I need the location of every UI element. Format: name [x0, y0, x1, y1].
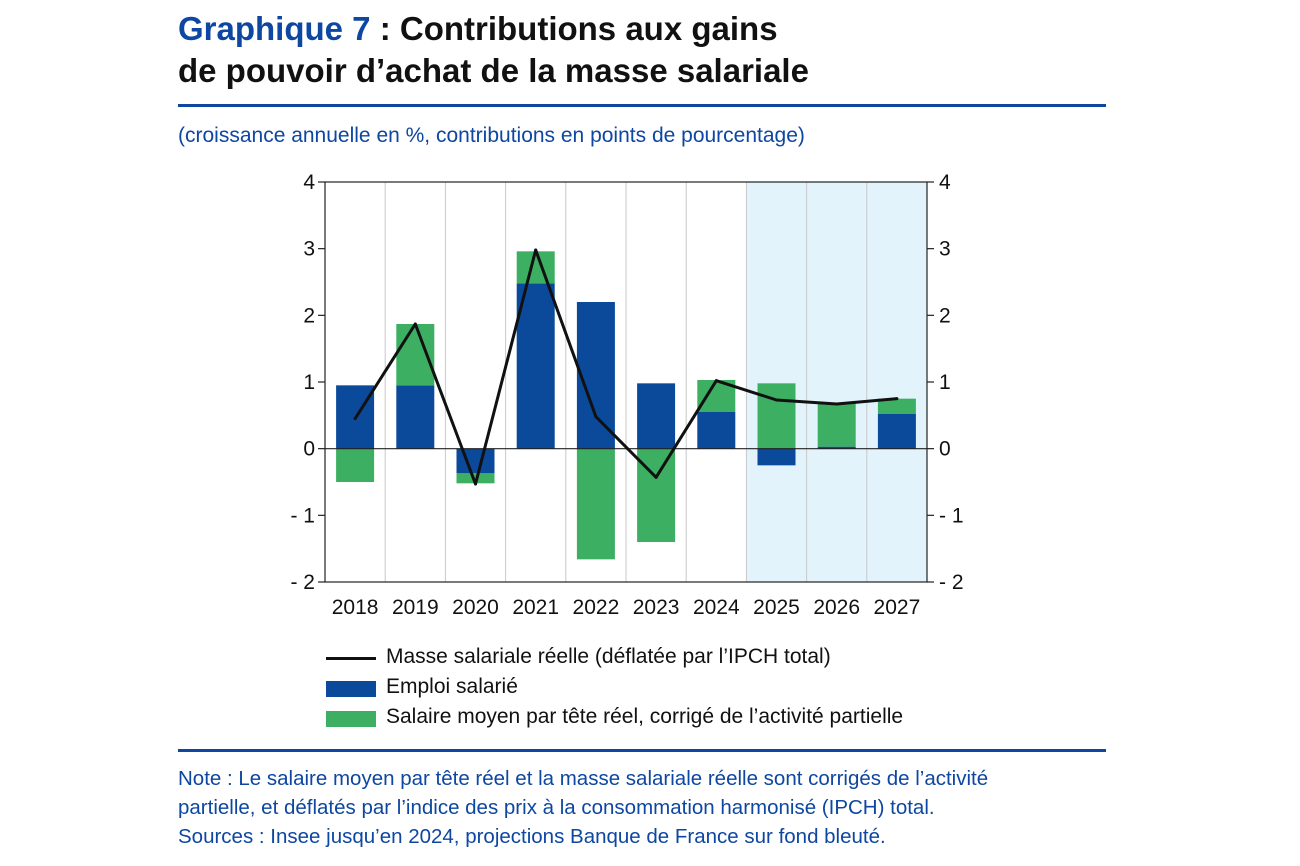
bar-emploi-2025: [757, 448, 796, 466]
bar-salaire-2022: [576, 448, 615, 560]
line-point-2027: [895, 397, 899, 401]
x-tick-label: 2024: [693, 596, 740, 619]
y-tick-label-left: - 1: [290, 504, 315, 527]
bar-salaire-2018: [336, 448, 375, 482]
bar-emploi-2027: [877, 414, 916, 449]
y-tick-label-left: 1: [303, 371, 315, 394]
line-point-2022: [594, 415, 598, 419]
legend-label-salaire: Salaire moyen par tête réel, corrigé de …: [386, 705, 904, 728]
line-point-2019: [413, 322, 417, 326]
bottom-divider: [178, 749, 1106, 752]
line-point-2018: [353, 417, 357, 421]
y-tick-label-right: - 1: [939, 504, 964, 527]
y-tick-label-right: 4: [939, 171, 951, 194]
x-tick-label: 2018: [332, 596, 379, 619]
line-point-2021: [534, 248, 538, 252]
legend-emploi-swatch: [326, 681, 376, 697]
x-tick-label: 2019: [392, 596, 439, 619]
title-line-2: de pouvoir d’achat de la masse salariale: [178, 52, 809, 89]
legend-line-swatch: [326, 657, 376, 660]
line-point-2023: [654, 475, 658, 479]
note-line-3: Sources : Insee jusqu’en 2024, projectio…: [178, 825, 886, 848]
y-tick-label-right: - 2: [939, 571, 964, 594]
bar-salaire-2027: [877, 398, 916, 414]
bar-emploi-2023: [637, 383, 676, 449]
y-tick-label-right: 1: [939, 371, 951, 394]
x-tick-label: 2025: [753, 596, 800, 619]
bar-salaire-2026: [817, 403, 856, 447]
bar-emploi-2026: [817, 446, 856, 449]
chart-subtitle: (croissance annuelle en %, contributions…: [178, 124, 805, 147]
x-tick-label: 2022: [573, 596, 620, 619]
line-point-2024: [714, 379, 718, 383]
chart-title: Graphique 7 : Contributions aux gains de…: [178, 8, 1108, 92]
title-number: Graphique 7: [178, 10, 371, 47]
top-divider: [178, 104, 1106, 107]
y-tick-label-left: 0: [303, 438, 315, 461]
line-point-2020: [474, 482, 477, 486]
line-masse-salariale: [353, 248, 898, 486]
legend-salaire-swatch: [326, 711, 376, 727]
bar-emploi-2022: [576, 302, 615, 449]
note-line-1: Note : Le salaire moyen par tête réel et…: [178, 767, 989, 790]
y-tick-label-right: 2: [939, 304, 951, 327]
x-tick-label: 2026: [813, 596, 860, 619]
chart-note: Note : Le salaire moyen par tête réel et…: [178, 764, 1108, 851]
y-tick-label-right: 3: [939, 238, 951, 261]
x-tick-label: 2027: [874, 596, 921, 619]
bar-salaire-2019: [396, 324, 435, 386]
bar-emploi-2019: [396, 385, 435, 449]
title-text: : Contributions aux gains: [370, 10, 778, 47]
y-tick-label-left: 3: [303, 238, 315, 261]
x-tick-label: 2020: [452, 596, 499, 619]
bar-salaire-2025: [757, 383, 796, 449]
x-tick-label: 2023: [633, 596, 680, 619]
x-tick-label: 2021: [512, 596, 559, 619]
y-tick-label-left: - 2: [290, 571, 315, 594]
legend-label-emploi: Emploi salarié: [386, 675, 518, 698]
note-line-2: partielle, et déflatés par l’indice des …: [178, 796, 935, 819]
legend-label-line: Masse salariale réelle (déflatée par l’I…: [386, 645, 831, 668]
bar-emploi-2024: [697, 412, 736, 449]
line-point-2026: [835, 402, 839, 406]
y-tick-label-left: 4: [303, 171, 315, 194]
line-point-2025: [775, 398, 778, 402]
y-tick-label-right: 0: [939, 438, 951, 461]
title-line-1: Graphique 7 : Contributions aux gains: [178, 8, 1108, 50]
bar-salaire-2021: [516, 251, 555, 284]
bar-emploi-2021: [516, 283, 555, 449]
y-tick-label-left: 2: [303, 304, 315, 327]
projection-background: [746, 182, 927, 582]
